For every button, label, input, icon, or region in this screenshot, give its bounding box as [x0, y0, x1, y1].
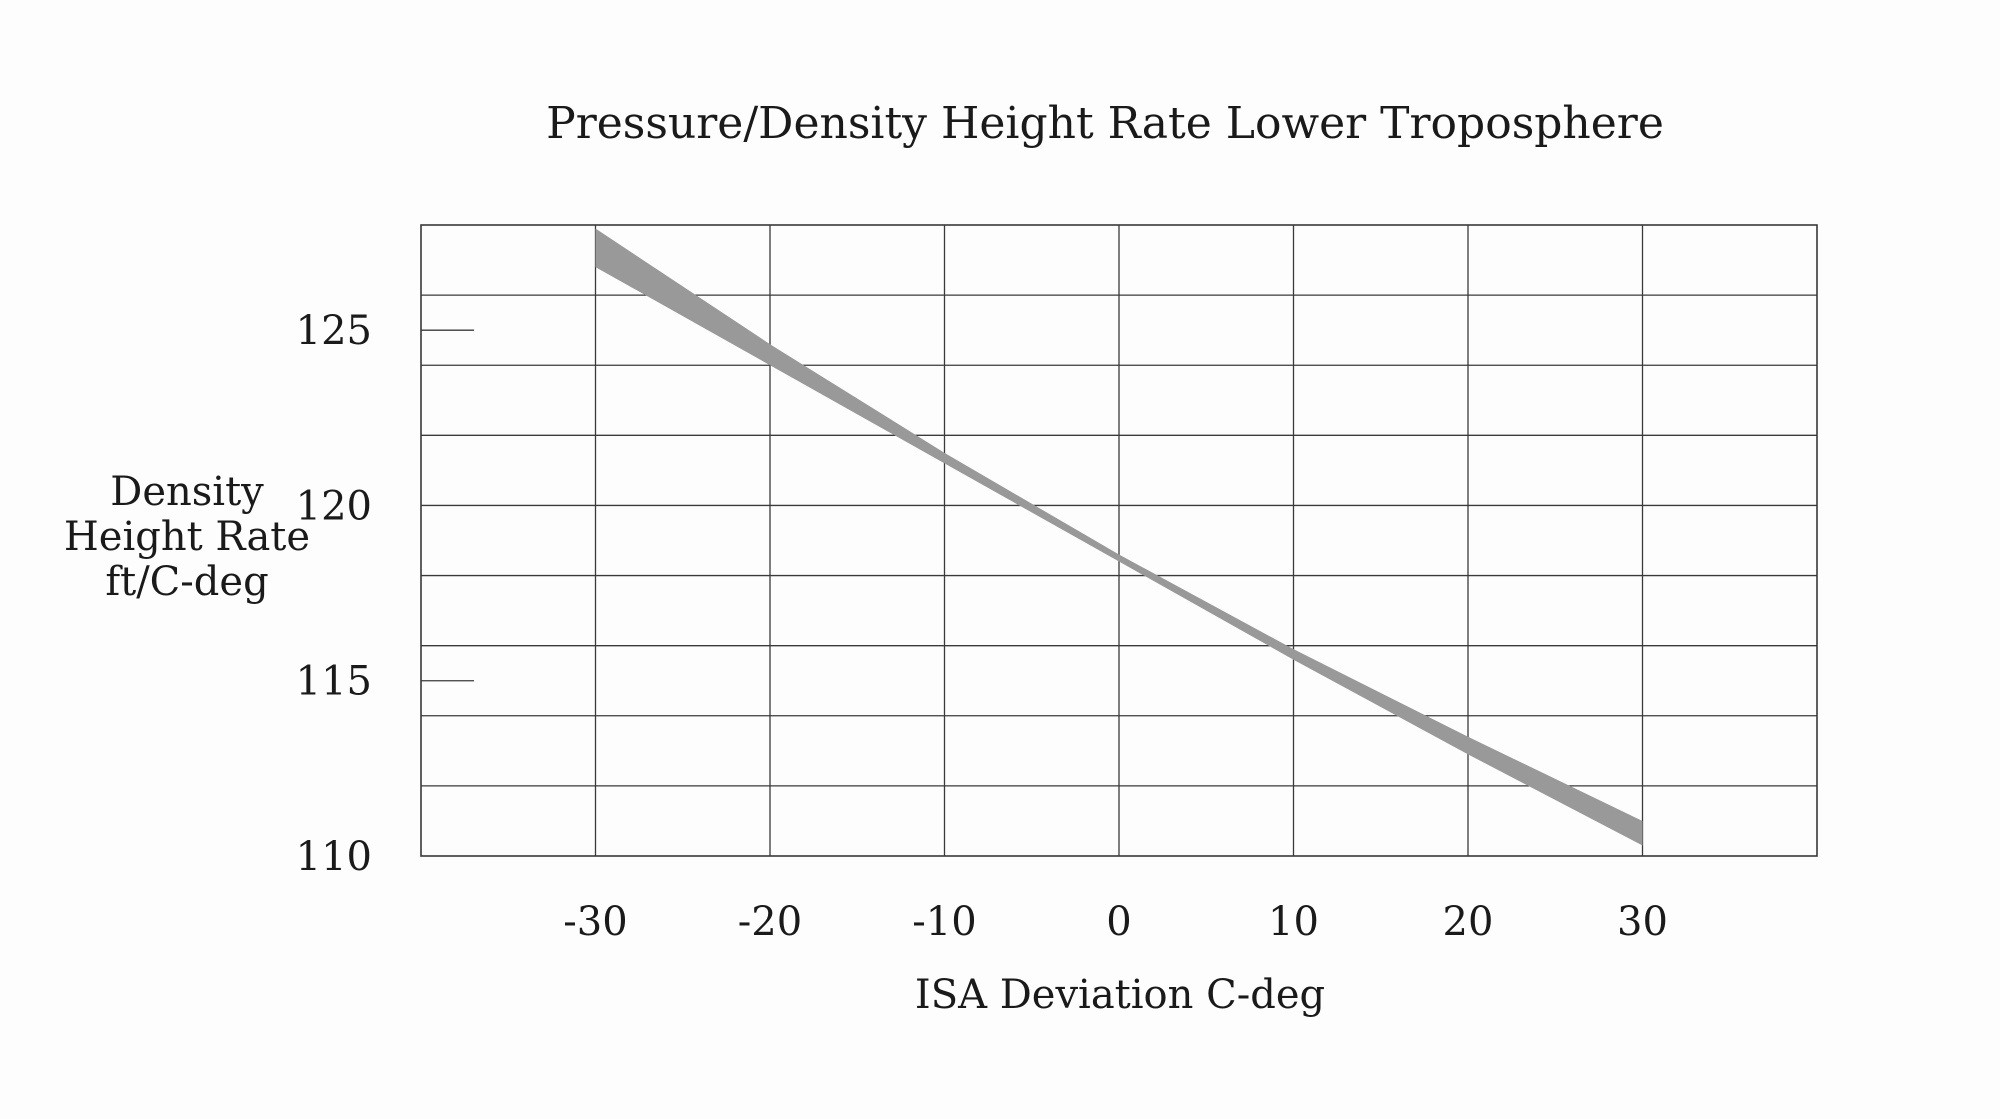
y-axis-ticks: 110 115 120 125	[296, 308, 474, 880]
data-band-layer	[595, 228, 1643, 846]
plot-frame	[420, 224, 1818, 857]
x-tick-label: -30	[563, 899, 627, 945]
x-tick-label: -20	[738, 899, 802, 945]
x-axis-ticks: -30 -20 -10 0 10 20 30	[563, 899, 1668, 945]
x-axis-title: ISA Deviation C-deg	[915, 972, 1325, 1018]
plot-frame-layer	[420, 224, 1818, 857]
y-tick-label: 125	[296, 308, 372, 354]
density-height-rate-band	[595, 228, 1643, 846]
y-axis-title-line-1: Density	[110, 469, 264, 515]
chart-title: Pressure/Density Height Rate Lower Tropo…	[546, 98, 1664, 149]
y-tick-label: 115	[296, 659, 372, 705]
x-tick-label: 30	[1617, 899, 1668, 945]
y-tick-label: 120	[296, 483, 372, 529]
grid	[421, 225, 1817, 856]
y-tick-label: 110	[296, 834, 372, 880]
y-axis-title: Density Height Rate ft/C-deg	[64, 469, 310, 605]
x-tick-label: 0	[1106, 899, 1131, 945]
y-axis-title-line-3: ft/C-deg	[105, 559, 268, 605]
x-tick-label: 20	[1443, 899, 1494, 945]
x-tick-label: 10	[1268, 899, 1319, 945]
y-axis-title-line-2: Height Rate	[64, 514, 310, 560]
x-tick-label: -10	[912, 899, 976, 945]
